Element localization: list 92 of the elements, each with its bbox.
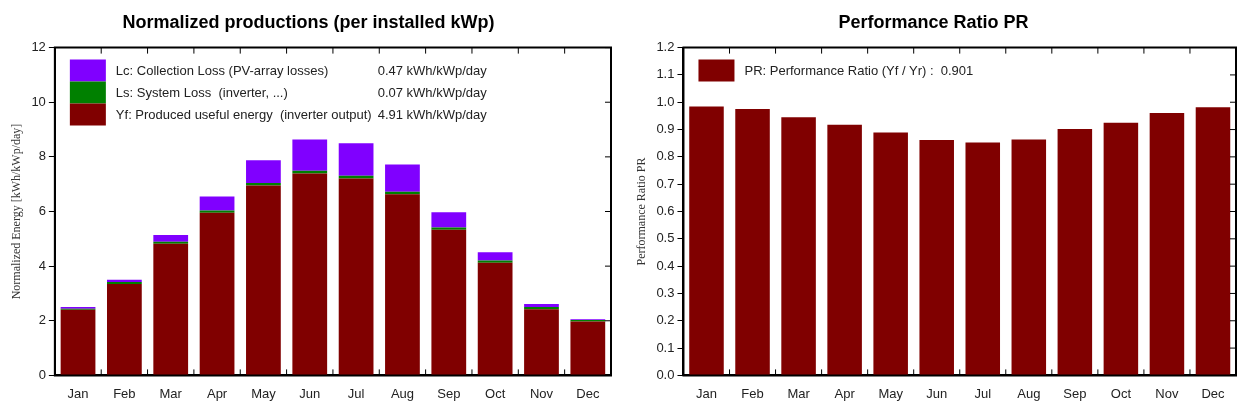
x-tick-label: Jul (974, 385, 992, 401)
x-tick-label: Feb (741, 385, 764, 401)
x-tick-label: Aug (1017, 385, 1041, 401)
bar (477, 252, 513, 261)
x-tick-label: Jan (696, 385, 717, 401)
bar (292, 170, 328, 174)
bar (965, 142, 1001, 375)
bar (689, 106, 724, 375)
y-tick-label: 0.2 (656, 312, 675, 328)
bar (246, 183, 281, 186)
chart-title: Normalized productions (per installed kWp) (122, 11, 495, 32)
x-tick-label: Apr (206, 385, 228, 401)
bar (385, 194, 420, 375)
y-tick-label: 8 (38, 148, 46, 164)
bar (477, 260, 513, 263)
bar (431, 227, 467, 230)
bar (873, 132, 908, 375)
y-tick-label: 0.0 (656, 366, 675, 382)
bar (735, 109, 770, 375)
y-tick-label: 0 (38, 366, 46, 382)
bar (570, 321, 606, 375)
bar (246, 160, 281, 184)
bar (1103, 122, 1139, 375)
y-tick-label: 0.3 (656, 285, 675, 301)
bar (1195, 107, 1231, 375)
x-tick-label: Jan (67, 385, 89, 401)
chart-title: Performance Ratio PR (838, 11, 1029, 32)
x-tick-label: May (878, 385, 904, 401)
x-tick-label: Jul (347, 385, 365, 401)
y-tick-label: 0.9 (656, 121, 675, 137)
y-tick-label: 0.8 (656, 148, 675, 164)
bar (431, 212, 467, 228)
bar (1011, 139, 1047, 375)
y-tick-label: 10 (31, 93, 46, 109)
x-tick-label: Jun (299, 385, 321, 401)
x-tick-label: Mar (159, 385, 183, 401)
y-tick-label: 0.6 (656, 203, 675, 219)
bar (60, 309, 96, 375)
x-tick-label: Apr (834, 385, 856, 401)
annotation: 0.07 kWh/kWp/day (377, 85, 488, 101)
bar (1057, 129, 1093, 375)
y-tick-label: 6 (38, 203, 46, 219)
y-tick-label: 4 (38, 257, 46, 273)
x-tick-label: Feb (113, 385, 136, 401)
x-tick-label: Jun (926, 385, 948, 401)
x-tick-label: Sep (1063, 385, 1087, 401)
bar (153, 243, 189, 375)
x-tick-label: Oct (1110, 385, 1132, 401)
bar (199, 212, 235, 375)
bar (199, 196, 235, 211)
legend-label: Ls: System Loss (inverter, ...) (115, 85, 288, 101)
bar (919, 139, 954, 375)
bar (385, 164, 420, 192)
bar (107, 283, 142, 375)
bar (781, 117, 816, 375)
bar (292, 173, 328, 375)
y-axis-title: Normalized Energy [kWh/kWp/day] (9, 123, 24, 300)
y-tick-label: 12 (31, 39, 46, 55)
y-tick-label: 2 (38, 312, 46, 328)
y-tick-label: 0.7 (656, 175, 675, 191)
bar (246, 185, 281, 375)
bar (292, 139, 328, 171)
y-axis-title: Performance Ratio PR (634, 157, 649, 266)
bar (153, 234, 189, 242)
bar (338, 143, 374, 176)
x-tick-label: Aug (390, 385, 415, 401)
bar (199, 210, 235, 213)
x-tick-label: Mar (787, 385, 811, 401)
y-tick-label: 0.1 (656, 339, 675, 355)
legend-label: Lc: Collection Loss (PV-array losses) (115, 63, 329, 79)
bar (431, 229, 467, 375)
legend-label: Yf: Produced useful energy (inverter output) (115, 107, 372, 123)
x-tick-label: Nov (529, 385, 554, 401)
bar (477, 262, 513, 375)
annotation: 4.91 kWh/kWp/day (377, 107, 488, 123)
bar (524, 309, 559, 375)
x-tick-label: Dec (576, 385, 600, 401)
annotation: 0.47 kWh/kWp/day (377, 63, 488, 79)
y-tick-label: 1.1 (656, 66, 675, 82)
x-tick-label: Sep (437, 385, 461, 401)
y-tick-label: 1.0 (656, 93, 675, 109)
x-tick-label: Nov (1155, 385, 1179, 401)
y-tick-label: 1.2 (656, 39, 675, 55)
y-tick-label: 0.5 (656, 230, 675, 246)
bar (1149, 112, 1185, 375)
x-tick-label: Dec (1201, 385, 1226, 401)
bar (338, 178, 374, 375)
y-tick-label: 0.4 (656, 257, 675, 273)
legend-label: PR: Performance Ratio (Yf / Yr) : 0.901 (744, 63, 974, 79)
x-tick-label: May (251, 385, 277, 401)
bar (827, 124, 862, 375)
x-tick-label: Oct (485, 385, 506, 401)
